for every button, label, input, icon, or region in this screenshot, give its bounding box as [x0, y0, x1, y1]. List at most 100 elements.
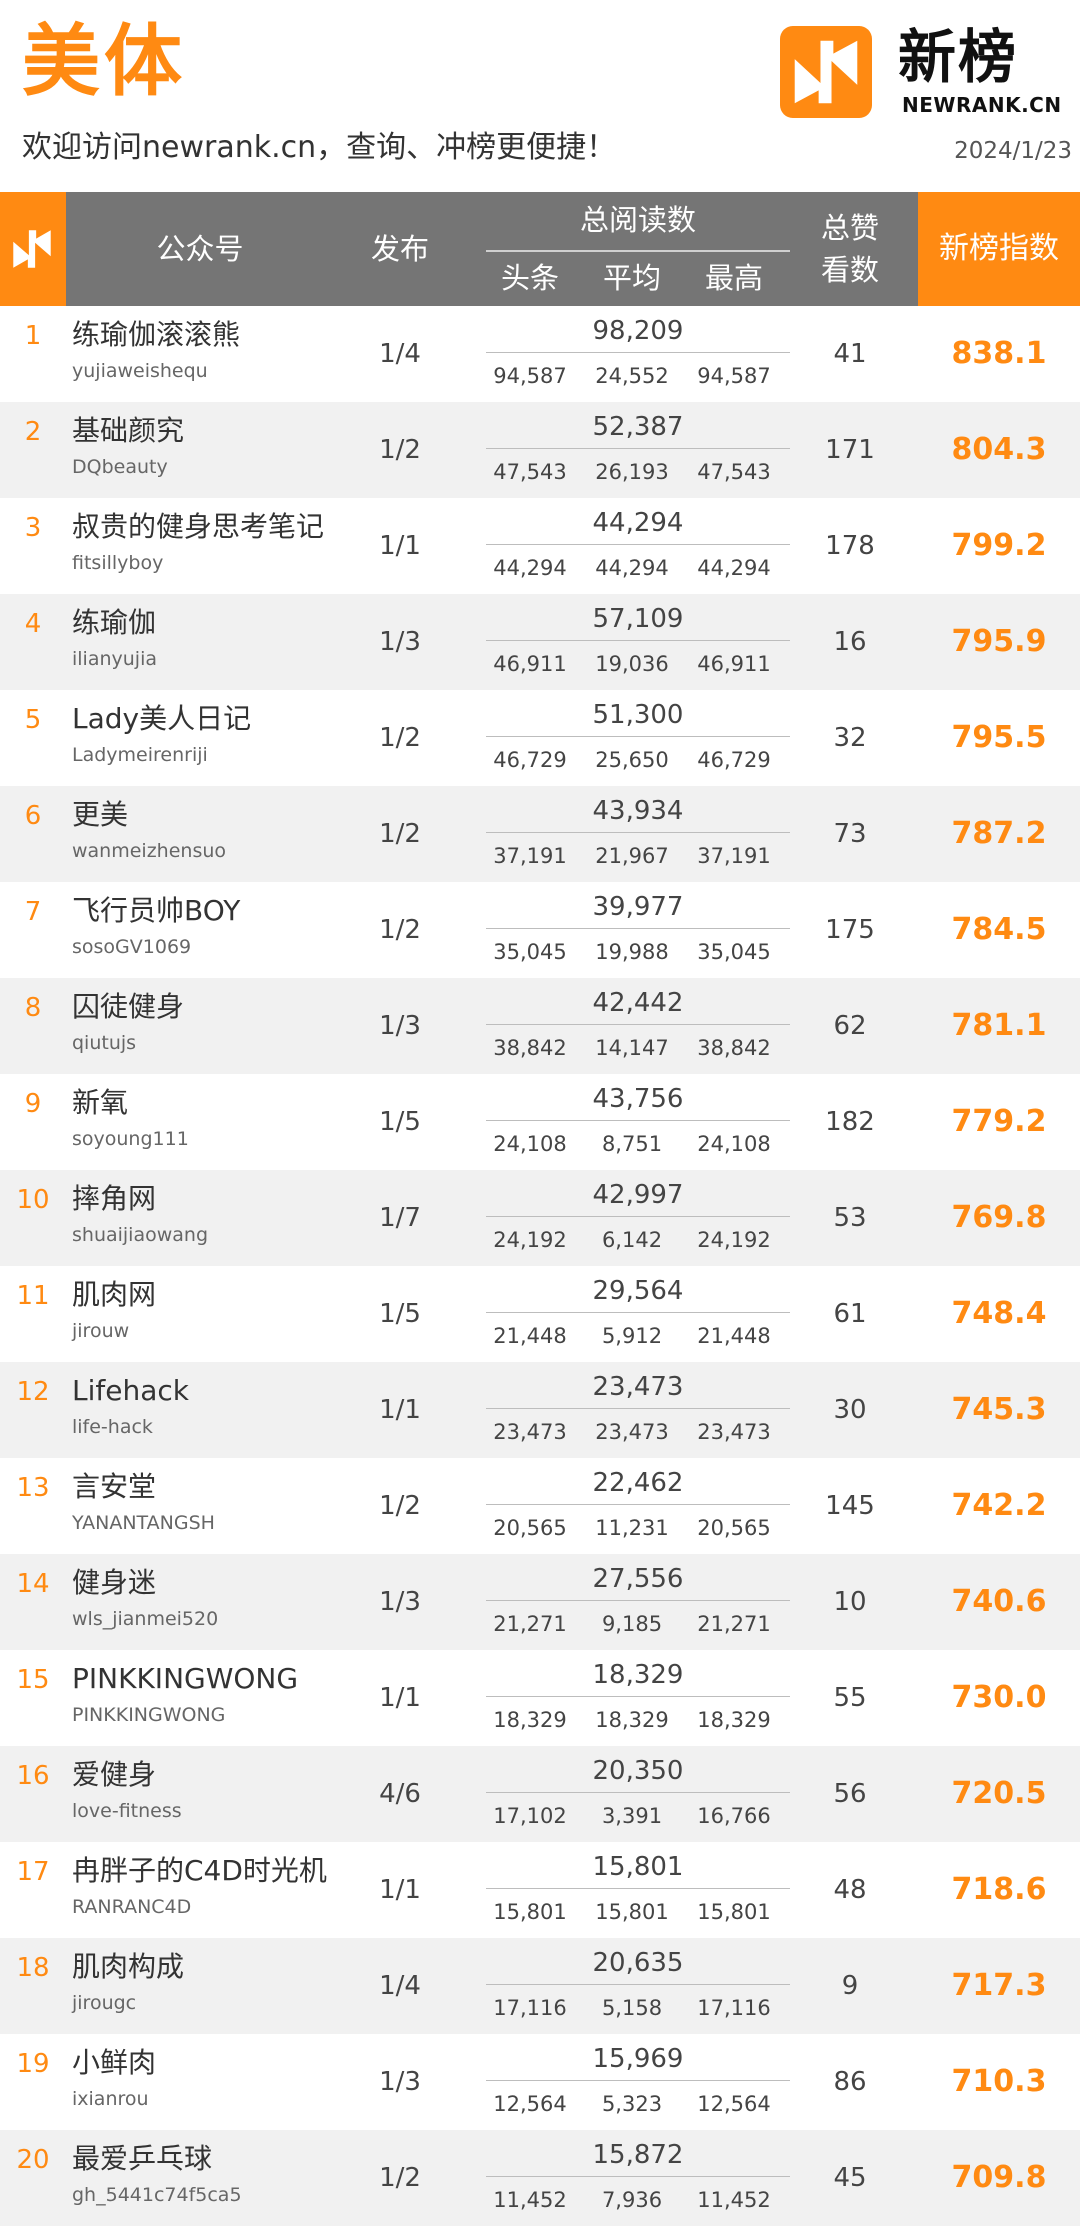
max-reads: 11,452 [697, 2188, 771, 2212]
publish-count: 1/1 [379, 1875, 421, 1905]
newrank-index: 795.9 [951, 624, 1047, 659]
reads-divider [486, 1888, 790, 1889]
table-row[interactable]: 15 PINKKINGWONG PINKKINGWONG 1/1 18,329 18,32… [0, 1650, 1080, 1746]
average-reads: 18,329 [595, 1708, 669, 1732]
average-reads: 6,142 [601, 1228, 663, 1252]
table-row[interactable]: 4 练瑜伽 ilianyujia 1/3 57,109 46,911 19,036 46,91… [0, 594, 1080, 690]
total-reads: 39,977 [592, 892, 684, 922]
newrank-index: 709.8 [951, 2160, 1047, 2195]
max-reads: 23,473 [697, 1420, 771, 1444]
account-name: 练瑜伽滚滚熊 [72, 318, 241, 351]
table-row[interactable]: 6 更美 wanmeizhensuo 1/2 43,934 37,191 21,967 37,… [0, 786, 1080, 882]
max-reads: 37,191 [697, 844, 771, 868]
table-row[interactable]: 2 基础颜究 DQbeauty 1/2 52,387 47,543 26,193 47,543… [0, 402, 1080, 498]
column-header-likes-line2: 看数 [820, 253, 879, 287]
table-row[interactable]: 12 Lifehack life-hack 1/1 23,473 23,473 23,473… [0, 1362, 1080, 1458]
newrank-index: 787.2 [951, 816, 1047, 851]
reads-divider [486, 2080, 790, 2081]
publish-count: 1/2 [379, 2163, 421, 2193]
likes-count: 41 [833, 339, 867, 369]
likes-count: 171 [825, 435, 875, 465]
publish-count: 4/6 [379, 1779, 421, 1809]
table-row[interactable]: 1 练瑜伽滚滚熊 yujiaweishequ 1/4 98,209 94,587 24,55… [0, 306, 1080, 402]
account-id: ilianyujia [72, 648, 158, 670]
account-name: 肌肉网 [72, 1278, 157, 1311]
publish-count: 1/3 [379, 2067, 421, 2097]
headline-reads: 17,102 [493, 1804, 567, 1828]
table-row[interactable]: 3 叔贵的健身思考笔记 fitsillyboy 1/1 44,294 44,294 44,2… [0, 498, 1080, 594]
account-id: ixianrou [72, 2088, 149, 2110]
total-reads: 43,756 [592, 1084, 684, 1114]
table-row[interactable]: 11 肌肉网 jirouw 1/5 29,564 21,448 5,912 21,448 61 7… [0, 1266, 1080, 1362]
table-row[interactable]: 16 爱健身 love-fitness 4/6 20,350 17,102 3,391 16,… [0, 1746, 1080, 1842]
average-reads: 15,801 [595, 1900, 669, 1924]
table-row[interactable]: 9 新氧 soyoung111 1/5 43,756 24,108 8,751 24,108 1… [0, 1074, 1080, 1170]
total-reads: 42,442 [592, 988, 684, 1018]
publish-count: 1/1 [379, 531, 421, 561]
rank-number: 4 [24, 609, 42, 639]
table-row[interactable]: 19 小鲜肉 ixianrou 1/3 15,969 12,564 5,323 12,564 8… [0, 2034, 1080, 2130]
average-reads: 19,988 [595, 940, 669, 964]
likes-count: 32 [833, 723, 867, 753]
table-row[interactable]: 7 飞行员帅BOY sosoGV1069 1/2 39,977 35,045 19,988 3… [0, 882, 1080, 978]
likes-count: 182 [825, 1107, 875, 1137]
headline-reads: 35,045 [493, 940, 567, 964]
headline-reads: 38,842 [493, 1036, 567, 1060]
newrank-index: 745.3 [951, 1392, 1047, 1427]
ranking-table-body: 1 练瑜伽滚滚熊 yujiaweishequ 1/4 98,209 94,587 24,55… [0, 306, 1080, 2226]
reads-divider [486, 832, 790, 833]
newrank-index: 718.6 [951, 1872, 1047, 1907]
reads-divider [486, 1600, 790, 1601]
account-id: DQbeauty [72, 456, 168, 478]
account-name: 肌肉构成 [72, 1950, 185, 1983]
account-id: wls_jianmei520 [72, 1608, 219, 1630]
reads-divider [486, 1792, 790, 1793]
max-reads: 21,271 [697, 1612, 771, 1636]
total-reads: 44,294 [592, 508, 684, 538]
average-reads: 19,036 [595, 652, 669, 676]
average-reads: 5,158 [601, 1996, 663, 2020]
newrank-small-logo-icon [6, 223, 58, 275]
account-name: 囚徒健身 [72, 990, 185, 1023]
likes-count: 45 [833, 2163, 867, 2193]
account-name: 言安堂 [72, 1470, 157, 1503]
table-row[interactable]: 18 肌肉构成 jirougc 1/4 20,635 17,116 5,158 17,116 9… [0, 1938, 1080, 2034]
table-row[interactable]: 10 摔角网 shuaijiaowang 1/7 42,997 24,192 6,142 24… [0, 1170, 1080, 1266]
total-reads: 22,462 [592, 1468, 684, 1498]
likes-count: 62 [833, 1011, 867, 1041]
rank-number: 6 [24, 801, 42, 831]
headline-reads: 37,191 [493, 844, 567, 868]
publish-count: 1/5 [379, 1107, 421, 1137]
reads-divider [486, 2176, 790, 2177]
max-reads: 17,116 [697, 1996, 771, 2020]
average-reads: 9,185 [601, 1612, 663, 1636]
account-name: 爱健身 [72, 1758, 157, 1791]
table-row[interactable]: 8 囚徒健身 qiutujs 1/3 42,442 38,842 14,147 38,842 6… [0, 978, 1080, 1074]
publish-count: 1/2 [379, 915, 421, 945]
headline-reads: 21,271 [493, 1612, 567, 1636]
publish-count: 1/2 [379, 819, 421, 849]
account-name: Lady美人日记 [72, 702, 252, 735]
table-row[interactable]: 20 最爱乒乓球 gh_5441c74f5ca5 1/2 15,872 11,452 7,9… [0, 2130, 1080, 2226]
account-name: 新氧 [72, 1086, 129, 1119]
max-reads: 35,045 [697, 940, 771, 964]
account-name: PINKKINGWONG [72, 1662, 299, 1695]
average-reads: 44,294 [595, 556, 669, 580]
column-header-avg: 平均 [602, 261, 661, 295]
brand-domain: NEWRANK.CN [902, 93, 1062, 117]
reads-divider [486, 928, 790, 929]
table-row[interactable]: 17 冉胖子的C4D时光机 RANRANC4D 1/1 15,801 15,801 15,8… [0, 1842, 1080, 1938]
rank-number: 9 [24, 1089, 42, 1119]
publish-count: 1/7 [379, 1203, 421, 1233]
table-row[interactable]: 14 健身迷 wls_jianmei520 1/3 27,556 21,271 9,185 2… [0, 1554, 1080, 1650]
account-name: 冉胖子的C4D时光机 [72, 1854, 327, 1887]
table-row[interactable]: 5 Lady美人日记 Ladymeirenriji 1/2 51,300 46,729 25… [0, 690, 1080, 786]
table-row[interactable]: 13 言安堂 YANANTANGSH 1/2 22,462 20,565 11,231 20,… [0, 1458, 1080, 1554]
column-header-likes-line1: 总赞 [820, 211, 879, 245]
rank-number: 19 [16, 2049, 50, 2079]
newrank-index: 769.8 [951, 1200, 1047, 1235]
reads-divider [486, 448, 790, 449]
account-name: 健身迷 [72, 1566, 157, 1599]
publish-count: 1/3 [379, 1587, 421, 1617]
reads-divider [486, 640, 790, 641]
